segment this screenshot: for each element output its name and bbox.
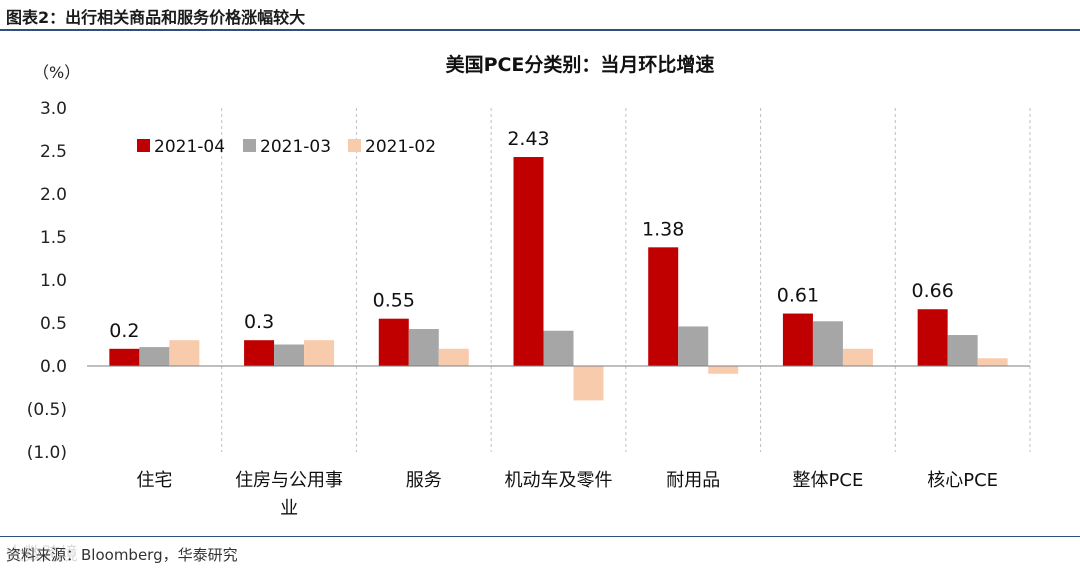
chart-title: 美国PCE分类别：当月环比增速 <box>446 53 715 76</box>
bar-2021-03 <box>812 321 843 366</box>
bar-2021-03 <box>947 335 978 366</box>
bar-2021-03 <box>408 329 439 366</box>
legend-label: 2021-04 <box>154 137 225 157</box>
y-axis: 3.0 2.5 2.0 1.5 1.0 0.5 0.0 (0.5) (1.0) <box>27 99 67 463</box>
bar-2021-02 <box>708 366 739 374</box>
bar-2021-04 <box>513 157 544 366</box>
category-gridlines <box>221 108 1031 452</box>
y-tick-label: 0.0 <box>40 357 67 377</box>
legend-swatch <box>348 139 361 152</box>
bar-2021-02 <box>438 348 469 366</box>
bar-2021-02 <box>169 340 200 366</box>
x-category-label: 服务 <box>406 470 442 491</box>
y-tick-label: 1.0 <box>40 271 67 291</box>
bar-chart: 美国PCE分类别：当月环比增速 （%） 3.0 2.5 2.0 1.5 1.0 0.5 0.… <box>27 53 1031 519</box>
bar-2021-03 <box>274 344 305 366</box>
bar-2021-04 <box>244 340 275 366</box>
bar-2021-02 <box>977 358 1008 366</box>
legend-label: 2021-03 <box>260 137 331 157</box>
y-unit-label: （%） <box>33 63 80 82</box>
figure-header: 图表2：出行相关商品和服务价格涨幅较大 <box>0 0 1080 32</box>
bar-2021-03 <box>543 330 574 366</box>
bar-2021-04 <box>648 247 679 366</box>
header-rule <box>0 29 1080 31</box>
x-category-label: 住宅 <box>136 470 172 491</box>
bar-2021-03 <box>139 347 170 366</box>
x-category-label: 业 <box>280 498 298 519</box>
data-label: 0.2 <box>109 320 139 342</box>
bar-2021-04 <box>378 318 409 366</box>
bar-2021-04 <box>782 313 813 366</box>
bar-2021-04 <box>917 309 948 366</box>
y-tick-label: (1.0) <box>27 443 67 463</box>
figure-footer: 大数跨境 资料来源：Bloomberg，华泰研究 <box>0 536 1080 569</box>
y-tick-label: 2.0 <box>40 185 67 205</box>
data-label: 0.66 <box>911 280 953 302</box>
bar-2021-02 <box>573 366 604 401</box>
watermark: 大数跨境 <box>6 544 78 565</box>
legend-label: 2021-02 <box>365 137 436 157</box>
x-category-label: 机动车及零件 <box>505 470 613 491</box>
figure-title: 图表2：出行相关商品和服务价格涨幅较大 <box>6 8 306 27</box>
legend: 2021-04 2021-03 2021-02 <box>137 137 436 157</box>
y-tick-label: 0.5 <box>40 314 67 334</box>
bar-2021-03 <box>678 326 709 366</box>
legend-swatch <box>243 139 256 152</box>
bar-2021-02 <box>842 348 873 366</box>
x-category-label: 耐用品 <box>666 470 720 491</box>
y-tick-label: 3.0 <box>40 99 67 119</box>
x-category-label: 整体PCE <box>793 470 864 491</box>
x-category-label: 核心PCE <box>927 470 998 491</box>
data-label: 0.55 <box>373 290 415 312</box>
data-label: 0.3 <box>244 311 274 333</box>
x-category-label: 住房与公用事 <box>235 470 343 491</box>
bar-2021-02 <box>304 340 335 366</box>
y-tick-label: 2.5 <box>40 142 67 162</box>
data-labels: 0.2 0.3 0.55 2.43 1.38 0.61 0.66 <box>109 128 954 342</box>
legend-swatch <box>137 139 150 152</box>
bar-series <box>87 157 1030 401</box>
y-tick-label: (0.5) <box>27 400 67 420</box>
source-note: 资料来源：Bloomberg，华泰研究 <box>6 546 238 564</box>
data-label: 2.43 <box>507 128 549 150</box>
data-label: 1.38 <box>642 218 684 240</box>
footer-rule <box>0 536 1080 537</box>
bar-2021-04 <box>109 348 140 366</box>
y-tick-label: 1.5 <box>40 228 67 248</box>
data-label: 0.61 <box>777 285 819 307</box>
